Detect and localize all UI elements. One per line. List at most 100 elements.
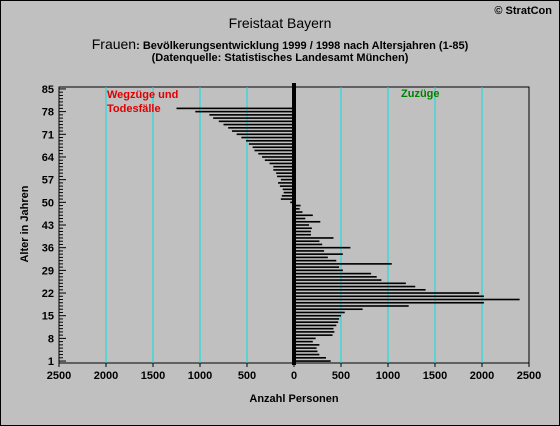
bar-age-33	[294, 256, 328, 259]
x-tick-label: 500	[332, 370, 350, 382]
bar-age-40	[294, 233, 311, 236]
y-tick-label: 29	[42, 265, 54, 277]
copyright-notice: © StratCon	[494, 5, 552, 17]
y-tick-label: 36	[42, 243, 54, 255]
bar-age-73	[228, 127, 294, 129]
bar-age-15	[294, 314, 341, 317]
x-tick-label: 1000	[376, 370, 400, 382]
bar-age-45	[294, 217, 306, 220]
x-tick-label: 1500	[141, 370, 165, 382]
subtitle-rest: : Bevölkerungsentwicklung 1999 / 1998 na…	[136, 40, 469, 52]
outflow-line-1: Wegzüge und	[107, 89, 179, 101]
x-tick-label: 2000	[94, 370, 118, 382]
bar-age-65	[258, 152, 294, 155]
bar-age-6	[294, 344, 320, 346]
bar-age-4	[294, 350, 318, 353]
bar-age-58	[277, 175, 294, 178]
bar-age-17	[294, 308, 363, 311]
bar-age-70	[241, 136, 294, 139]
bar-age-54	[282, 188, 294, 191]
bar-age-43	[294, 224, 310, 226]
bar-age-46	[294, 214, 313, 217]
bar-age-47	[294, 211, 303, 213]
bar-age-2	[294, 357, 326, 359]
x-tick-label: 500	[238, 370, 256, 382]
bar-age-7	[294, 340, 313, 343]
bar-age-23	[294, 288, 426, 291]
x-tick-label: 2500	[47, 370, 71, 382]
bar-age-76	[213, 117, 294, 119]
bar-age-57	[280, 178, 294, 181]
bar-age-67	[252, 146, 294, 149]
y-tick-label: 15	[42, 311, 54, 323]
bar-age-64	[262, 156, 294, 158]
x-tick-label: 1500	[423, 370, 447, 382]
bar-age-69	[246, 139, 294, 142]
bar-age-31	[294, 263, 392, 265]
bar-age-36	[294, 246, 351, 249]
bar-age-37	[294, 243, 323, 246]
bar-age-66	[254, 149, 294, 152]
bar-age-18	[294, 305, 409, 307]
bar-age-26	[294, 279, 382, 281]
y-tick-label: 85	[42, 84, 54, 96]
bar-age-48	[294, 207, 300, 210]
bar-age-32	[294, 259, 337, 262]
y-tick-label: 22	[42, 288, 54, 300]
bar-age-25	[294, 282, 406, 285]
y-tick-label: 1	[48, 356, 54, 368]
bar-age-79	[176, 107, 294, 110]
bar-age-60	[273, 169, 294, 171]
bar-age-35	[294, 250, 325, 252]
bar-age-71	[236, 133, 294, 136]
bar-age-62	[269, 162, 294, 165]
bar-age-14	[294, 318, 340, 320]
bar-age-75	[218, 120, 294, 123]
bar-age-20	[294, 298, 520, 301]
y-tick-label: 50	[42, 197, 54, 209]
bar-age-16	[294, 311, 345, 314]
bar-age-11	[294, 327, 334, 330]
y-tick-label: 78	[42, 107, 54, 119]
x-tick-label: 2500	[517, 370, 541, 382]
bar-age-59	[276, 172, 294, 174]
bar-age-3	[294, 353, 320, 356]
bar-age-34	[294, 253, 343, 255]
outflow-annotation: Wegzüge und Todesfälle	[107, 88, 178, 116]
bar-age-49	[294, 204, 301, 207]
inflow-annotation: Zuzüge	[401, 88, 440, 100]
bar-age-30	[294, 266, 340, 268]
x-ticks: 2500 2000 1500 1000 500 0 500 1000 1500 2000 2500	[47, 363, 541, 382]
bar-age-61	[273, 165, 294, 168]
y-tick-label: 71	[42, 129, 54, 141]
bar-age-9	[294, 334, 333, 336]
bar-age-21	[294, 295, 484, 298]
bar-age-19	[294, 301, 484, 304]
bar-age-41	[294, 230, 311, 233]
y-tick-label: 8	[48, 333, 54, 345]
chart-title: Freistaat Bayern	[228, 15, 332, 31]
x-tick-label: 1000	[188, 370, 212, 382]
bar-age-29	[294, 269, 343, 272]
bar-age-39	[294, 237, 334, 239]
bar-age-55	[279, 185, 294, 187]
bar-age-13	[294, 321, 339, 323]
bar-age-77	[209, 114, 294, 116]
bar-age-5	[294, 347, 317, 349]
bar-age-44	[294, 220, 321, 223]
chart-subtitle: Frauen: Bevölkerungsentwicklung 1999 / 1…	[0, 36, 560, 52]
outflow-line-2: Todesfälle	[107, 103, 161, 115]
y-tick-label: 64	[42, 152, 55, 164]
data-source: (Datenquelle: Statistisches Landesamt Mü…	[151, 52, 409, 64]
bar-age-53	[283, 191, 294, 194]
y-tick-label: 43	[42, 220, 54, 232]
bar-age-72	[231, 130, 294, 132]
bar-age-52	[281, 195, 294, 197]
bar-age-51	[280, 198, 294, 200]
bar-age-68	[248, 143, 294, 145]
bar-age-12	[294, 324, 337, 327]
bars	[176, 83, 520, 365]
bar-age-22	[294, 292, 480, 294]
gridlines	[105, 87, 483, 363]
